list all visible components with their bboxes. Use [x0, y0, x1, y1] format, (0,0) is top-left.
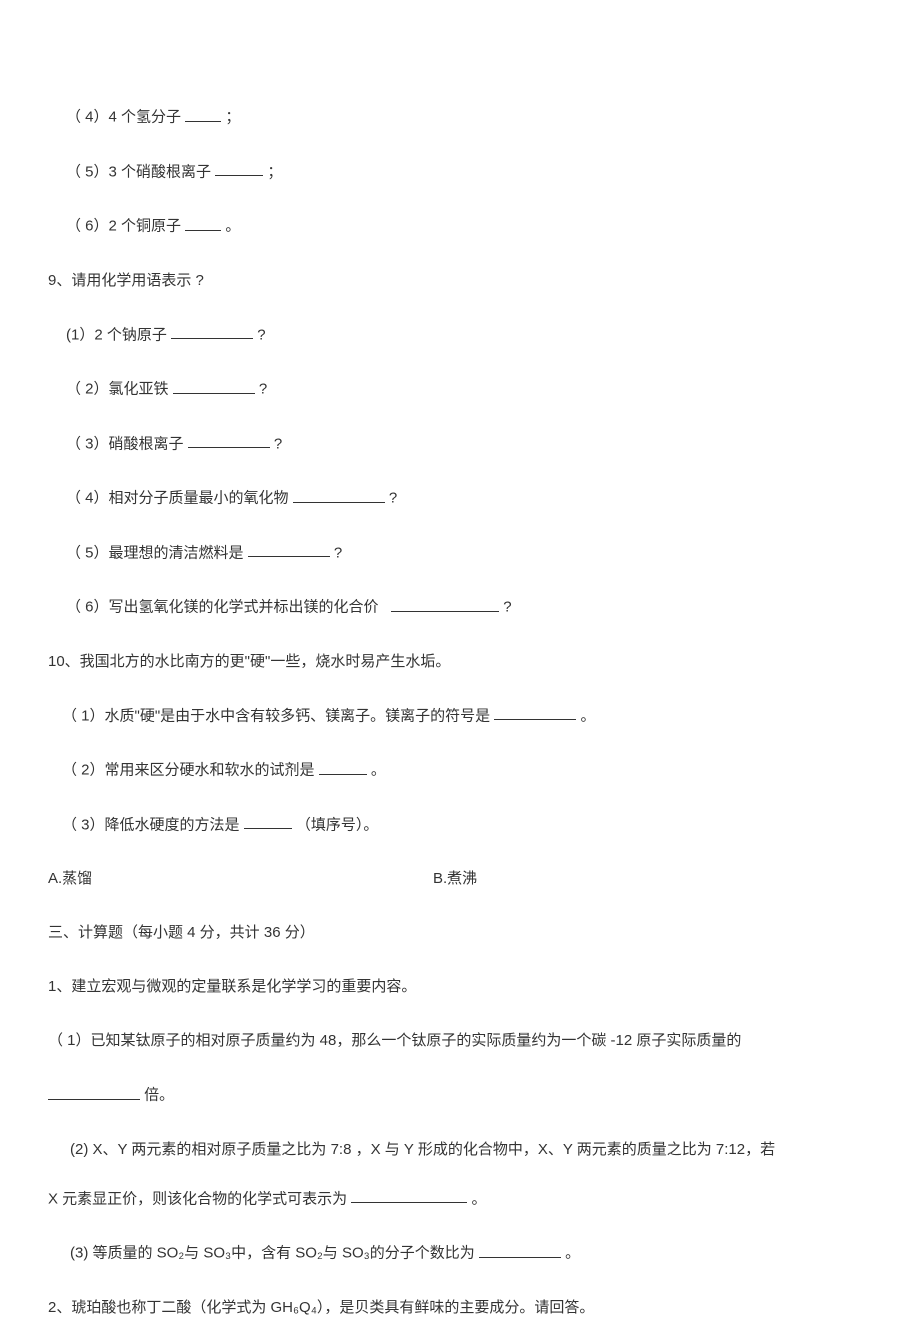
fill-blank [351, 1187, 467, 1204]
q10-p1-text: （ 1）水质"硬"是由于水中含有较多钙、镁离子。镁离子的符号是 [62, 707, 490, 724]
s3q1-p3: (3) 等质量的 SO₂与 SO₃中，含有 SO₂与 SO₃的分子个数比为 。 [48, 1241, 872, 1266]
q8-part5: （ 5）3 个硝酸根离子 ； [48, 160, 872, 185]
s3q1-intro-text: 1、建立宏观与微观的定量联系是化学学习的重要内容。 [48, 978, 416, 995]
section3-header: 三、计算题（每小题 4 分，共计 36 分） [48, 921, 872, 945]
q10-p3-text: （ 3）降低水硬度的方法是 [62, 816, 240, 833]
section3-header-text: 三、计算题（每小题 4 分，共计 36 分） [48, 924, 315, 941]
fill-blank [248, 541, 330, 558]
q10-opt-a: A.蒸馏 [48, 867, 433, 891]
q9-p6: （ 6）写出氢氧化镁的化学式并标出镁的化合价 ? [48, 595, 872, 620]
q10-p2-text: （ 2）常用来区分硬水和软水的试剂是 [62, 762, 315, 779]
q9-p3-punc: ? [274, 435, 282, 452]
q8-part4-text: （ 4）4 个氢分子 [66, 109, 181, 126]
fill-blank [244, 813, 292, 830]
q9-p6-punc: ? [503, 599, 511, 616]
q9-p1-text: (1）2 个钠原子 [66, 326, 167, 343]
s3q1-p2b-text: X 元素显正价，则该化合物的化学式可表示为 [48, 1190, 347, 1207]
q9-p3: （ 3）硝酸根离子 ? [48, 432, 872, 457]
q8-part4: （ 4）4 个氢分子 ； [48, 105, 872, 130]
page-content: （ 4）4 个氢分子 ； （ 5）3 个硝酸根离子 ； （ 6）2 个铜原子 。… [48, 105, 872, 1320]
fill-blank [494, 704, 576, 721]
q10-p1: （ 1）水质"硬"是由于水中含有较多钙、镁离子。镁离子的符号是 。 [48, 704, 872, 729]
q8-part6-punc: 。 [225, 218, 240, 235]
q10-opt-b: B.煮沸 [433, 867, 872, 891]
s3q1-intro: 1、建立宏观与微观的定量联系是化学学习的重要内容。 [48, 975, 872, 999]
q8-part4-punc: ； [225, 109, 240, 126]
fill-blank [48, 1083, 140, 1100]
fill-blank [319, 758, 367, 775]
q9-p2: （ 2）氯化亚铁 ? [48, 377, 872, 402]
q10-p1-punc: 。 [581, 707, 596, 724]
q10-intro: 10、我国北方的水比南方的更"硬"一些，烧水时易产生水垢。 [48, 650, 872, 674]
q10-intro-text: 10、我国北方的水比南方的更"硬"一些，烧水时易产生水垢。 [48, 653, 450, 670]
q9-p4: （ 4）相对分子质量最小的氧化物 ? [48, 486, 872, 511]
q9-p5-text: （ 5）最理想的清洁燃料是 [66, 544, 244, 561]
q9-p3-text: （ 3）硝酸根离子 [66, 435, 184, 452]
fill-blank [479, 1241, 561, 1258]
s3q1-p1b-text: 倍。 [144, 1087, 174, 1104]
q10-options: A.蒸馏 B.煮沸 [48, 867, 872, 891]
fill-blank [293, 486, 385, 503]
s3q1-p3-text: (3) 等质量的 SO₂与 SO₃中，含有 SO₂与 SO₃的分子个数比为 [70, 1245, 475, 1262]
q10-p2: （ 2）常用来区分硬水和软水的试剂是 。 [48, 758, 872, 783]
q9-intro-text: 9、请用化学用语表示 ? [48, 272, 204, 289]
fill-blank [185, 105, 221, 122]
q9-p4-text: （ 4）相对分子质量最小的氧化物 [66, 490, 289, 507]
s3q1-p2a-text: (2) X、Y 两元素的相对原子质量之比为 7:8 ，X 与 Y 形成的化合物中… [70, 1141, 775, 1158]
s3q1-p1a: （ 1）已知某钛原子的相对原子质量约为 48，那么一个钛原子的实际质量约为一个碳… [48, 1029, 872, 1053]
fill-blank [171, 323, 253, 340]
q8-part6: （ 6）2 个铜原子 。 [48, 214, 872, 239]
q9-p6-text: （ 6）写出氢氧化镁的化学式并标出镁的化合价 [66, 599, 379, 616]
s3q2-intro-text: 2、琥珀酸也称丁二酸（化学式为 GH₆Q₄），是贝类具有鲜味的主要成分。请回答。 [48, 1299, 594, 1316]
q9-p1: (1）2 个钠原子 ? [48, 323, 872, 348]
fill-blank [391, 595, 499, 612]
fill-blank [185, 214, 221, 231]
q9-p5-punc: ? [334, 544, 342, 561]
fill-blank [215, 160, 263, 177]
fill-blank [173, 377, 255, 394]
s3q2-intro: 2、琥珀酸也称丁二酸（化学式为 GH₆Q₄），是贝类具有鲜味的主要成分。请回答。 [48, 1296, 872, 1320]
fill-blank [188, 432, 270, 449]
q9-p1-punc: ? [257, 326, 265, 343]
q8-part5-text: （ 5）3 个硝酸根离子 [66, 163, 211, 180]
q9-p2-text: （ 2）氯化亚铁 [66, 381, 169, 398]
q9-intro: 9、请用化学用语表示 ? [48, 269, 872, 293]
q10-p2-punc: 。 [371, 762, 386, 779]
s3q1-p1b: 倍。 [48, 1083, 872, 1108]
s3q1-p3-punc: 。 [565, 1245, 580, 1262]
q9-p5: （ 5）最理想的清洁燃料是 ? [48, 541, 872, 566]
s3q1-p1a-text: （ 1）已知某钛原子的相对原子质量约为 48，那么一个钛原子的实际质量约为一个碳… [48, 1032, 741, 1049]
q9-p2-punc: ? [259, 381, 267, 398]
q10-p3-hint: （填序号）。 [296, 816, 379, 833]
q10-p3: （ 3）降低水硬度的方法是 （填序号）。 [48, 813, 872, 838]
q9-p4-punc: ? [389, 490, 397, 507]
s3q1-p2a: (2) X、Y 两元素的相对原子质量之比为 7:8 ，X 与 Y 形成的化合物中… [48, 1138, 872, 1162]
q8-part6-text: （ 6）2 个铜原子 [66, 218, 181, 235]
s3q1-p2b: X 元素显正价，则该化合物的化学式可表示为 。 [48, 1187, 872, 1212]
s3q1-p2-punc: 。 [472, 1190, 487, 1207]
q8-part5-punc: ； [267, 163, 282, 180]
